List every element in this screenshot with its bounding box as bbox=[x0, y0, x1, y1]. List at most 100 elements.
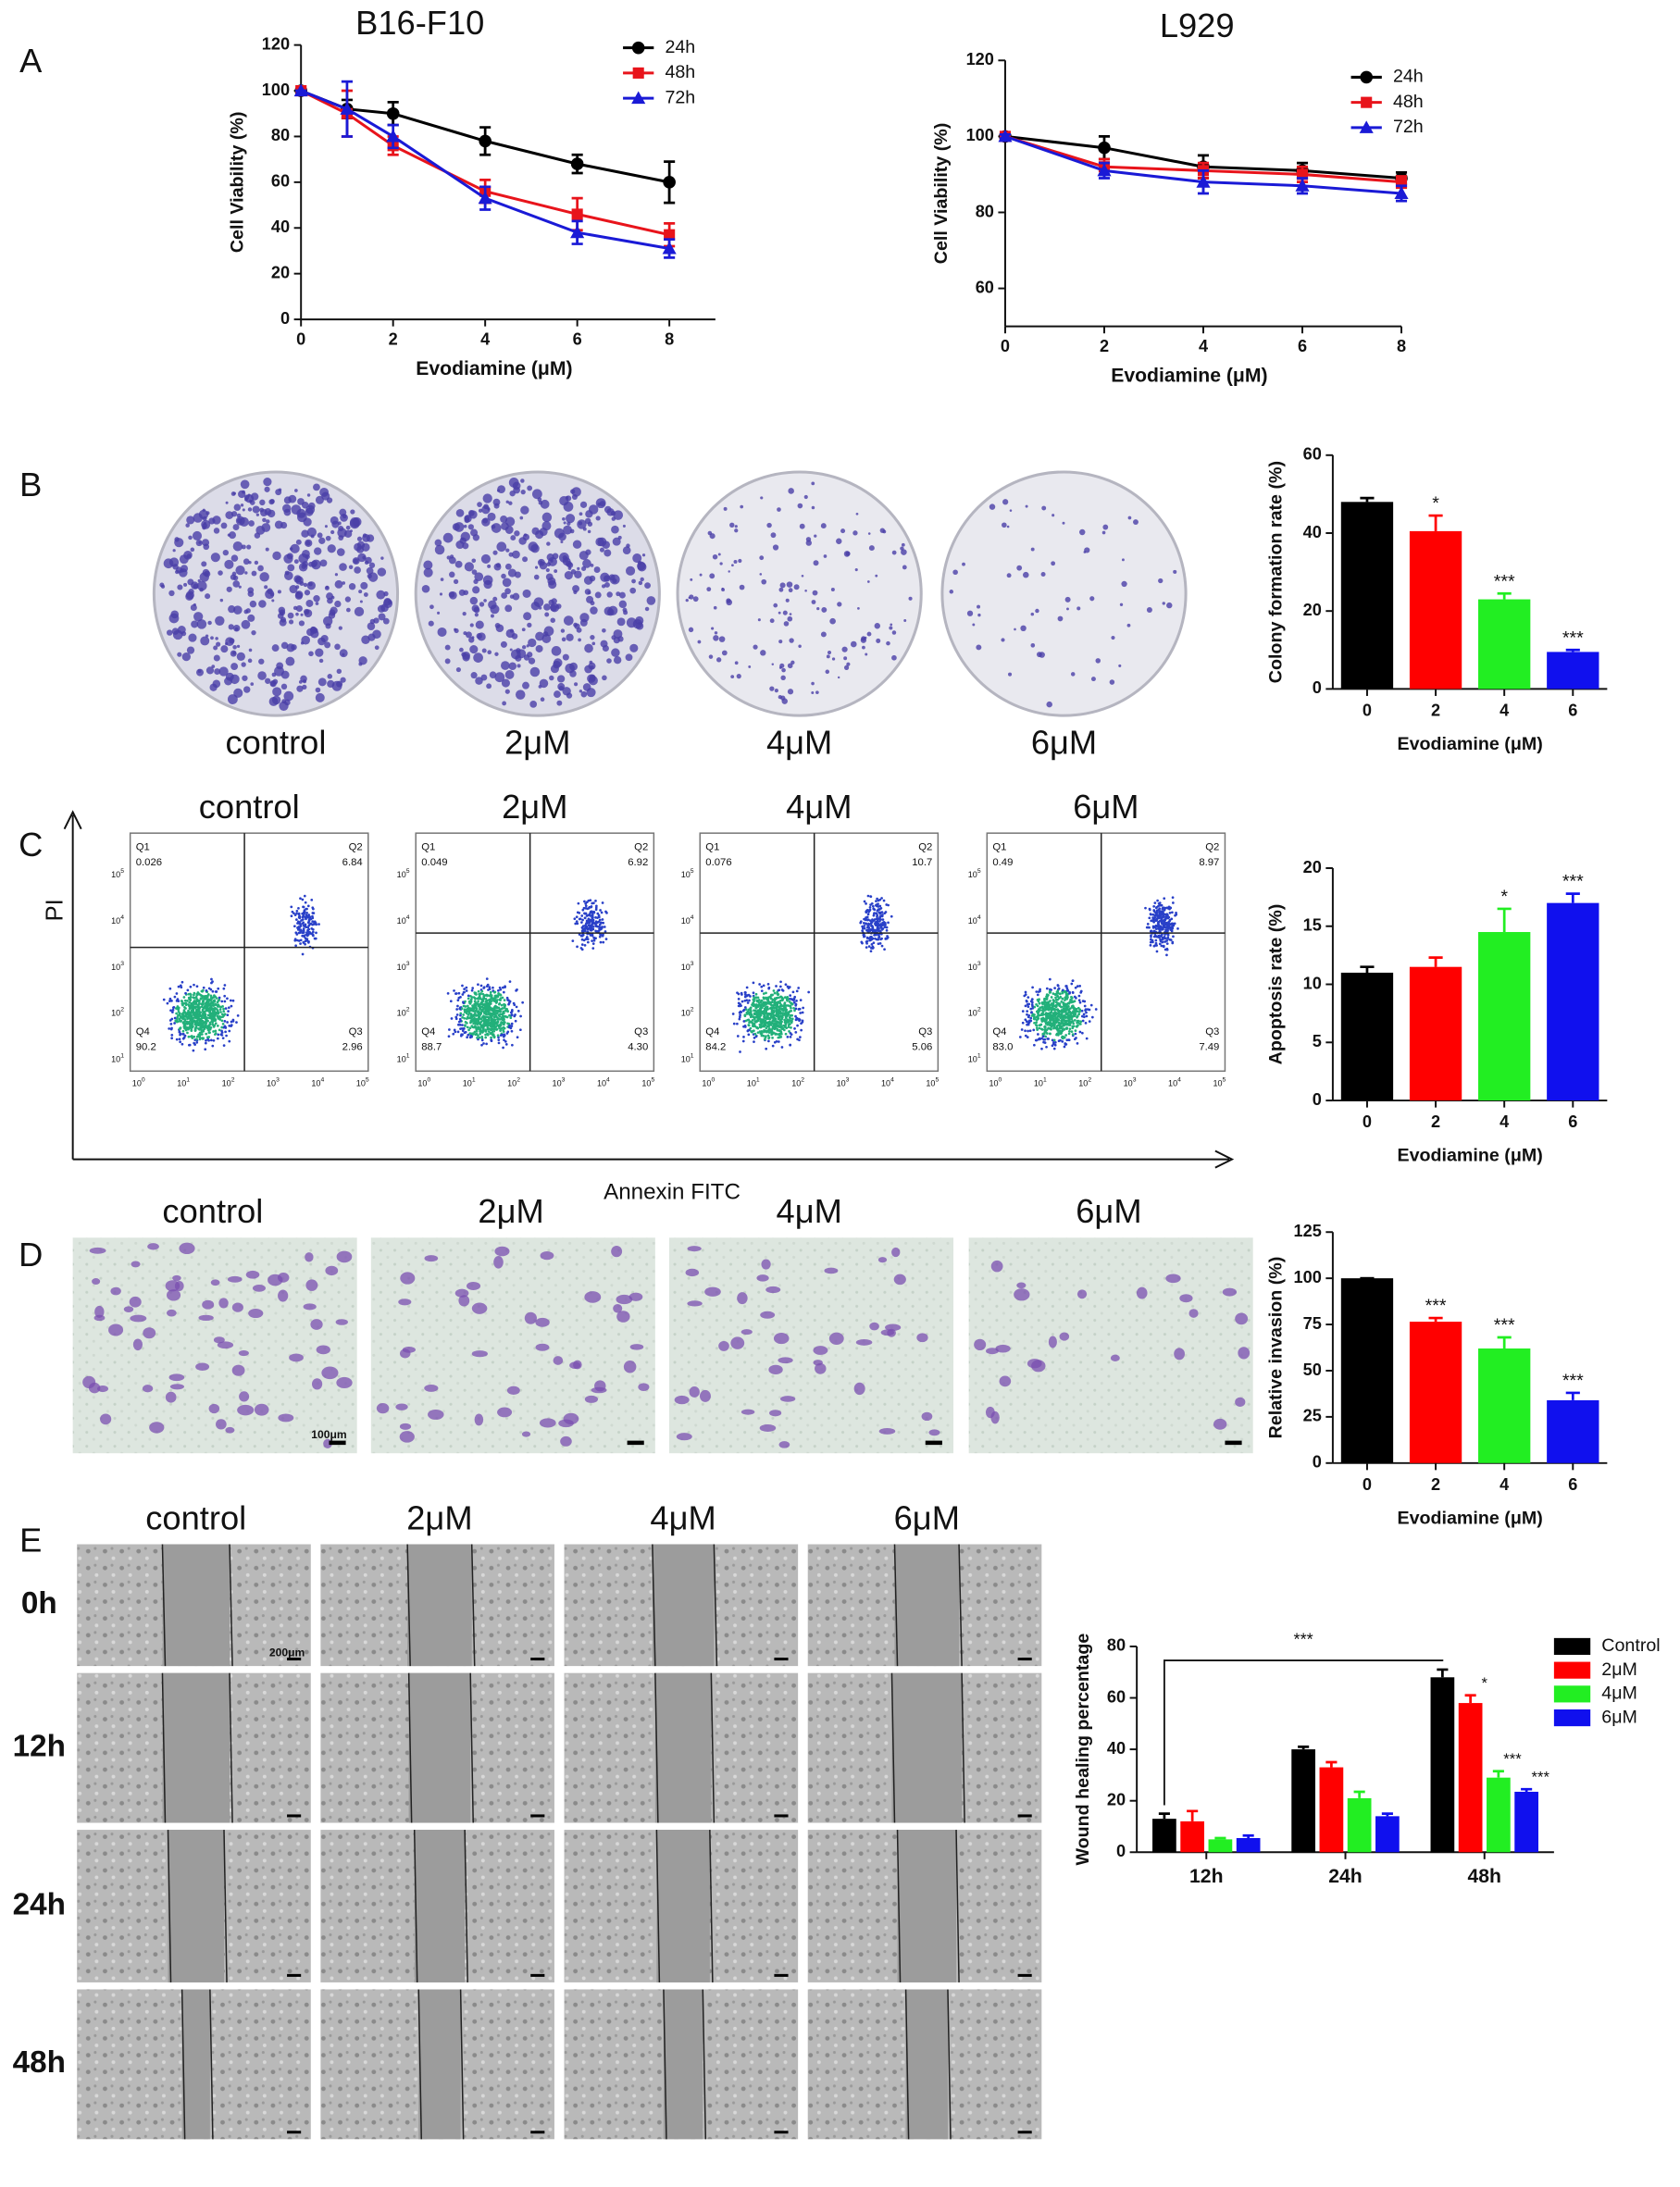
event bbox=[302, 905, 305, 909]
quadrant-name: Q1 bbox=[421, 841, 435, 852]
event bbox=[482, 997, 485, 1000]
event bbox=[1069, 1012, 1072, 1015]
colony bbox=[315, 692, 325, 702]
event bbox=[502, 1046, 504, 1050]
event bbox=[587, 906, 591, 910]
marker bbox=[571, 208, 583, 220]
colony bbox=[474, 572, 484, 582]
colony bbox=[566, 514, 576, 524]
colony bbox=[174, 537, 180, 542]
quadrant-value: 4.30 bbox=[628, 1042, 648, 1053]
event bbox=[495, 1006, 499, 1010]
colony bbox=[471, 569, 478, 575]
colony bbox=[541, 512, 553, 523]
event bbox=[865, 939, 869, 943]
event bbox=[1040, 1009, 1044, 1012]
event bbox=[1061, 1025, 1064, 1028]
colony bbox=[723, 506, 728, 511]
event bbox=[508, 1013, 511, 1017]
event bbox=[870, 928, 874, 932]
event bbox=[495, 999, 499, 1002]
colony bbox=[1009, 509, 1013, 512]
y-tick-label: 60 bbox=[1107, 1687, 1126, 1706]
colony bbox=[618, 600, 628, 609]
event bbox=[1039, 988, 1041, 991]
event bbox=[1152, 920, 1156, 924]
colony bbox=[772, 544, 779, 551]
event bbox=[489, 1007, 492, 1011]
colony bbox=[196, 668, 204, 677]
event bbox=[774, 1024, 778, 1026]
colony bbox=[283, 496, 292, 504]
event bbox=[201, 1013, 205, 1016]
marker bbox=[293, 83, 308, 97]
colony bbox=[501, 522, 509, 530]
event bbox=[197, 1008, 201, 1012]
event bbox=[197, 1013, 201, 1017]
colony bbox=[232, 644, 237, 650]
colony bbox=[815, 690, 819, 695]
event bbox=[1048, 977, 1052, 981]
colony bbox=[1041, 505, 1047, 511]
event bbox=[1053, 1043, 1057, 1047]
colony bbox=[719, 562, 723, 565]
colony bbox=[245, 608, 251, 614]
event bbox=[212, 1038, 216, 1042]
event bbox=[1070, 996, 1074, 1000]
event bbox=[479, 1006, 481, 1010]
event bbox=[182, 1001, 186, 1005]
event bbox=[173, 1022, 176, 1025]
event bbox=[1061, 1029, 1064, 1033]
colony bbox=[521, 645, 527, 650]
event bbox=[464, 1030, 467, 1034]
colony bbox=[771, 663, 775, 666]
y-tick-label: 25 bbox=[1303, 1407, 1322, 1425]
colony bbox=[868, 545, 875, 552]
event bbox=[222, 1010, 226, 1013]
event bbox=[492, 1021, 495, 1024]
event bbox=[186, 988, 190, 992]
colony bbox=[739, 584, 745, 590]
y-tick-label: 0 bbox=[1313, 678, 1322, 697]
colony bbox=[638, 580, 643, 586]
colony bbox=[232, 580, 241, 588]
event bbox=[865, 941, 868, 945]
colony bbox=[295, 612, 299, 616]
event bbox=[1144, 906, 1147, 910]
event bbox=[311, 920, 315, 923]
event bbox=[1155, 911, 1159, 914]
colony bbox=[563, 502, 574, 512]
event bbox=[882, 924, 886, 926]
event bbox=[463, 990, 466, 994]
colony bbox=[781, 667, 786, 673]
colony bbox=[1062, 521, 1065, 525]
event bbox=[770, 1010, 774, 1013]
colony bbox=[508, 662, 517, 671]
colony bbox=[590, 634, 595, 640]
event bbox=[1027, 996, 1030, 999]
event bbox=[781, 998, 785, 1000]
event bbox=[301, 934, 305, 938]
colony bbox=[521, 628, 526, 632]
event bbox=[764, 1016, 766, 1019]
event bbox=[194, 996, 198, 999]
colony bbox=[202, 526, 206, 530]
event bbox=[1079, 1020, 1083, 1024]
legend-marker bbox=[1361, 96, 1373, 108]
colony bbox=[712, 553, 718, 560]
event bbox=[311, 912, 315, 914]
event bbox=[1040, 1037, 1043, 1040]
flow-tick-exponent: 2 bbox=[801, 1076, 804, 1083]
event bbox=[760, 985, 764, 988]
colony bbox=[454, 522, 465, 532]
event bbox=[1045, 1032, 1049, 1036]
colony bbox=[313, 483, 320, 491]
colony bbox=[258, 600, 267, 608]
event bbox=[179, 1040, 182, 1044]
marker bbox=[1097, 163, 1112, 177]
event bbox=[1150, 913, 1152, 916]
colony bbox=[241, 619, 251, 629]
event bbox=[499, 993, 502, 996]
colony bbox=[463, 590, 469, 596]
x-tick-label: 2 bbox=[1100, 337, 1109, 355]
